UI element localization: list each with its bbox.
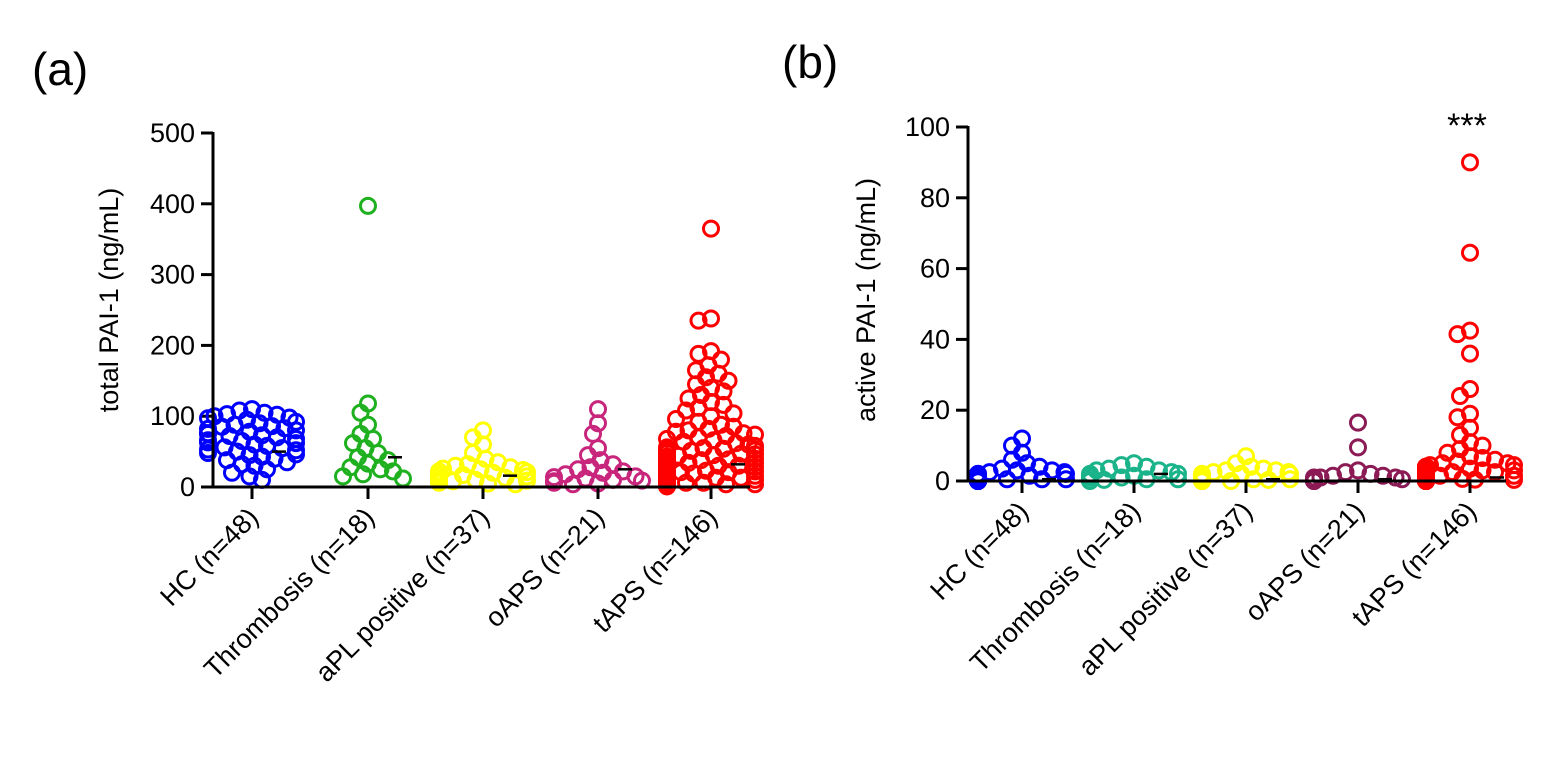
panel-a-point-1-16 (334, 467, 352, 486)
panel-a-point-4-15 (679, 389, 698, 408)
panel-b-y-tick-label-3: 60 (920, 254, 950, 284)
panel-a-point-4-123 (694, 473, 713, 492)
panel-a-point-4-10 (719, 371, 738, 390)
panel-b-point-3-0 (1349, 413, 1367, 432)
panel-a-point-4-124 (677, 473, 695, 492)
panel-a-y-tick-label-0: 0 (180, 472, 195, 502)
panel-b-point-4-12 (1473, 436, 1492, 455)
panel-a-point-4-128 (717, 475, 735, 494)
panel-b-point-3-6 (1374, 466, 1392, 485)
panel-b-point-4-80 (1453, 469, 1472, 488)
panel-b-point-4-0 (1461, 153, 1479, 172)
panel-b-point-4-4 (1461, 344, 1479, 363)
panel-a-y-tick-label-2: 200 (150, 330, 195, 360)
panel-a-point-0-45 (223, 463, 241, 482)
panel-a-point-3-1 (589, 414, 607, 433)
panel-b-point-0-25 (1057, 470, 1075, 489)
panel-a-y-tick-label-1: 100 (150, 401, 195, 431)
panel-a-point-0-44 (258, 460, 276, 479)
panel-b-annotations: *** (1447, 107, 1487, 145)
panel-b-chart: (b) active PAI-1 (ng/mL) 0 20 40 60 80 100 **… (782, 36, 1523, 682)
panel-b-y-tick-label-1: 20 (920, 395, 950, 425)
panel-b-y-ticks: 0 20 40 60 80 100 (905, 112, 968, 496)
panel-b-point-1-13 (1137, 470, 1156, 489)
panel-b-point-4-19 (1433, 454, 1452, 473)
panel-b-point-4-14 (1438, 443, 1457, 462)
panel-a-point-2-34 (430, 473, 448, 492)
panel-a-y-ticks: 0 100 200 300 400 500 (150, 118, 213, 502)
panel-a-point-1-15 (354, 465, 372, 484)
panel-b-x-label-0: HC (n=48) (924, 496, 1034, 606)
panel-b-point-1-4 (1150, 461, 1168, 480)
panel-a-point-3-18 (545, 473, 563, 492)
panel-a-y-tick-label-4: 400 (150, 189, 195, 219)
panel-b-medians (1042, 472, 1504, 481)
panel-a-y-tick-label-3: 300 (150, 260, 195, 290)
panel-b-y-axis-title: active PAI-1 (ng/mL) (851, 178, 881, 422)
panel-a-point-2-35 (479, 474, 497, 493)
panel-a-point-1-13 (371, 460, 390, 479)
panel-b-point-4-8 (1448, 408, 1467, 427)
panel-a-point-4-20 (724, 404, 743, 423)
panel-a-point-0-2 (255, 403, 274, 422)
panel-a-point-0-26 (199, 433, 217, 452)
panel-b-y-tick-label-2: 40 (920, 324, 950, 354)
panel-a-letter: (a) (32, 43, 88, 95)
panel-a-medians (272, 450, 745, 477)
panel-b-y-tick-label-0: 0 (935, 466, 950, 496)
panel-b-point-4-3 (1448, 325, 1467, 344)
panel-b-point-2-20 (1281, 470, 1299, 489)
panel-b-point-1-11 (1112, 468, 1131, 487)
panel-a-y-axis-title: total PAI-1 (ng/mL) (94, 188, 124, 413)
panel-a-point-4-2 (689, 311, 708, 330)
panel-a-x-label-0: HC (n=48) (154, 502, 264, 612)
panel-a-point-4-0 (702, 219, 720, 238)
panel-b-point-3-5 (1324, 466, 1342, 485)
panel-b-point-0-23 (998, 470, 1016, 489)
panel-b-y-tick-label-4: 80 (920, 183, 950, 213)
panel-b-y-tick-label-5: 100 (905, 112, 950, 142)
panel-b-annotation-0: *** (1447, 107, 1487, 145)
panel-a-point-0-35 (199, 444, 217, 462)
panel-a-chart: (a) total PAI-1 (ng/mL) 0 100 200 300 400 500… (32, 43, 764, 688)
panel-b-point-1-14 (1169, 470, 1187, 489)
panel-b-category-labels: HC (n=48)Thrombosis (n=18)aPL positive (… (924, 481, 1482, 682)
panel-a-y-tick-label-5: 500 (150, 118, 195, 148)
panel-a-points (199, 196, 764, 496)
panel-a-point-4-4 (689, 344, 708, 363)
panel-a-point-1-0 (359, 196, 377, 215)
panel-a-point-4-22 (667, 410, 685, 428)
panel-b-point-4-110 (1505, 470, 1523, 489)
panel-b-point-4-6 (1451, 387, 1469, 405)
panel-a-point-4-129 (746, 475, 764, 494)
panel-b-point-4-16 (1473, 449, 1492, 467)
panel-a-category-labels: HC (n=48)Thrombosis (n=18)aPL positive (… (154, 487, 723, 688)
panel-b-points (969, 153, 1523, 490)
panel-b-point-3-10 (1393, 470, 1411, 489)
panel-b-point-4-30 (1505, 461, 1523, 480)
panel-a-point-4-59 (692, 451, 710, 470)
panel-a-point-4-1 (702, 309, 720, 328)
panel-a-point-0-41 (278, 453, 296, 472)
panel-b-point-4-1 (1461, 243, 1479, 262)
panel-a-point-3-20 (564, 475, 582, 494)
panel-a-point-0-16 (287, 421, 305, 440)
panel-b-letter: (b) (782, 36, 838, 88)
panel-b-point-3-1 (1349, 438, 1367, 457)
